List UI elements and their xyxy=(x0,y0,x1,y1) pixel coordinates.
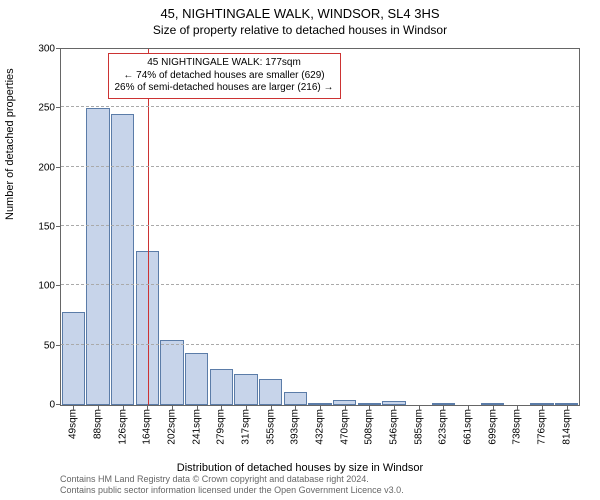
plot-area: 45 NIGHTINGALE WALK: 177sqm ← 74% of det… xyxy=(60,48,580,406)
x-tick-mark xyxy=(73,405,74,410)
annotation-line-1: 45 NIGHTINGALE WALK: 177sqm xyxy=(115,57,334,70)
bar xyxy=(234,374,257,405)
grid-line xyxy=(61,166,579,168)
chart-title: 45, NIGHTINGALE WALK, WINDSOR, SL4 3HS xyxy=(0,0,600,21)
grid-line xyxy=(61,284,579,286)
bar xyxy=(210,369,233,405)
x-tick-mark xyxy=(172,405,173,410)
x-tick-mark xyxy=(221,405,222,410)
bar xyxy=(86,108,109,405)
x-tick-mark xyxy=(271,405,272,410)
x-tick-mark xyxy=(567,405,568,410)
footer-line-2: Contains public sector information licen… xyxy=(60,485,404,496)
x-tick-mark xyxy=(419,405,420,410)
x-tick-label: 49sqm xyxy=(68,405,79,439)
x-tick-mark xyxy=(493,405,494,410)
y-tick-mark xyxy=(56,404,61,405)
x-tick-label: 546sqm xyxy=(389,405,400,445)
grid-line xyxy=(61,225,579,227)
property-marker-line xyxy=(148,49,149,405)
footer-line-1: Contains HM Land Registry data © Crown c… xyxy=(60,474,404,485)
x-tick-label: 814sqm xyxy=(561,405,572,445)
x-tick-label: 355sqm xyxy=(265,405,276,445)
x-tick-label: 202sqm xyxy=(167,405,178,445)
grid-line xyxy=(61,344,579,346)
x-tick-label: 776sqm xyxy=(537,405,548,445)
y-tick-label: 300 xyxy=(38,44,61,55)
bar xyxy=(284,392,307,405)
x-tick-mark xyxy=(320,405,321,410)
x-axis-label: Distribution of detached houses by size … xyxy=(0,462,600,474)
bar xyxy=(259,379,282,405)
x-tick-label: 88sqm xyxy=(93,405,104,439)
x-tick-mark xyxy=(468,405,469,410)
x-tick-label: 623sqm xyxy=(438,405,449,445)
x-tick-mark xyxy=(443,405,444,410)
grid-line xyxy=(61,106,579,108)
x-tick-label: 279sqm xyxy=(216,405,227,445)
y-tick-label: 150 xyxy=(38,222,61,233)
x-tick-mark xyxy=(295,405,296,410)
x-tick-mark xyxy=(394,405,395,410)
bars-layer xyxy=(61,49,579,405)
x-tick-label: 661sqm xyxy=(463,405,474,445)
y-tick-label: 50 xyxy=(44,340,61,351)
x-tick-label: 393sqm xyxy=(290,405,301,445)
x-tick-label: 508sqm xyxy=(364,405,375,445)
x-tick-label: 241sqm xyxy=(191,405,202,445)
x-tick-label: 585sqm xyxy=(413,405,424,445)
annotation-box: 45 NIGHTINGALE WALK: 177sqm ← 74% of det… xyxy=(108,53,341,99)
footer-attribution: Contains HM Land Registry data © Crown c… xyxy=(60,474,404,496)
bar xyxy=(62,312,85,405)
y-tick-label: 200 xyxy=(38,162,61,173)
y-tick-label: 0 xyxy=(49,400,61,411)
chart-container: 45, NIGHTINGALE WALK, WINDSOR, SL4 3HS S… xyxy=(0,0,600,500)
x-tick-mark xyxy=(517,405,518,410)
chart-subtitle: Size of property relative to detached ho… xyxy=(0,21,600,37)
y-tick-label: 250 xyxy=(38,103,61,114)
y-tick-label: 100 xyxy=(38,281,61,292)
x-tick-label: 470sqm xyxy=(339,405,350,445)
x-tick-mark xyxy=(147,405,148,410)
y-tick-mark xyxy=(56,48,61,49)
y-axis-label: Number of detached properties xyxy=(4,68,16,220)
x-tick-label: 738sqm xyxy=(512,405,523,445)
x-tick-label: 164sqm xyxy=(142,405,153,445)
x-tick-mark xyxy=(345,405,346,410)
x-tick-label: 126sqm xyxy=(117,405,128,445)
x-tick-mark xyxy=(246,405,247,410)
x-tick-mark xyxy=(542,405,543,410)
bar xyxy=(185,353,208,405)
x-tick-label: 317sqm xyxy=(241,405,252,445)
bar xyxy=(160,340,183,405)
x-tick-mark xyxy=(369,405,370,410)
bar xyxy=(111,114,134,405)
annotation-line-3: 26% of semi-detached houses are larger (… xyxy=(115,82,334,95)
x-tick-label: 432sqm xyxy=(315,405,326,445)
x-tick-label: 699sqm xyxy=(487,405,498,445)
annotation-line-2: ← 74% of detached houses are smaller (62… xyxy=(115,70,334,83)
x-tick-mark xyxy=(98,405,99,410)
x-tick-mark xyxy=(197,405,198,410)
x-tick-mark xyxy=(123,405,124,410)
